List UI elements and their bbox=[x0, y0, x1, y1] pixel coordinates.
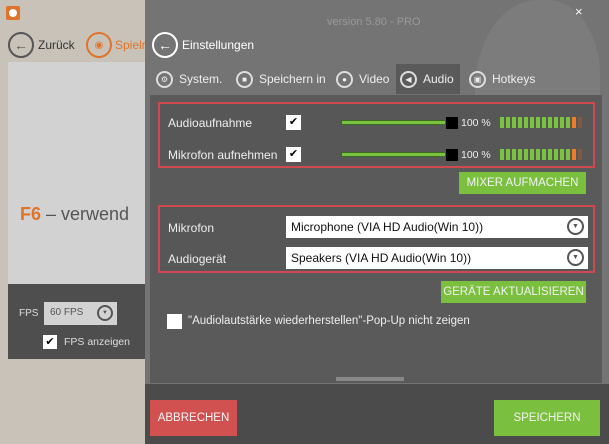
hint-panel: F6 – verwend bbox=[8, 62, 148, 284]
audio-settings-panel: Audioaufnahme ✔ 100 % Mikrofon aufnehmen… bbox=[150, 95, 602, 383]
mixer-button[interactable]: MIXER AUFMACHEN bbox=[459, 172, 586, 194]
meter-segment bbox=[536, 117, 540, 128]
fps-show-label: FPS anzeigen bbox=[64, 336, 130, 348]
audio-volume-slider[interactable] bbox=[341, 120, 446, 125]
recording-box: Audioaufnahme ✔ 100 % Mikrofon aufnehmen… bbox=[158, 102, 595, 168]
keyboard-icon: ▣ bbox=[469, 70, 486, 88]
back-arrow-icon[interactable]: ← bbox=[8, 32, 34, 58]
audio-level-meter bbox=[500, 117, 582, 128]
tab-save-location[interactable]: ■ Speichern in bbox=[232, 64, 330, 94]
page-title: Einstellungen bbox=[182, 38, 255, 52]
audio-record-label: Audioaufnahme bbox=[168, 116, 253, 130]
meter-segment bbox=[500, 149, 504, 160]
folder-icon: ■ bbox=[236, 70, 253, 88]
cancel-button[interactable]: ABBRECHEN bbox=[150, 400, 237, 436]
audio-volume-handle[interactable] bbox=[446, 117, 458, 129]
meter-segment bbox=[530, 117, 534, 128]
refresh-devices-button[interactable]: GERÄTE AKTUALISIEREN bbox=[441, 281, 586, 303]
mic-volume-value: 100 % bbox=[461, 149, 491, 161]
popup-label: "Audiolautstärke wiederherstellen"-Pop-U… bbox=[188, 315, 470, 327]
fps-show-checkbox[interactable]: ✔ bbox=[43, 335, 57, 349]
audio-device-select[interactable]: Speakers (VIA HD Audio(Win 10)) ▼ bbox=[286, 247, 588, 269]
meter-segment bbox=[572, 117, 576, 128]
chevron-down-icon: ▼ bbox=[567, 249, 584, 266]
meter-segment bbox=[548, 149, 552, 160]
meter-segment bbox=[572, 149, 576, 160]
mic-select[interactable]: Microphone (VIA HD Audio(Win 10)) ▼ bbox=[286, 216, 588, 238]
gamepad-icon: ◉ bbox=[86, 32, 112, 58]
mic-record-label: Mikrofon aufnehmen bbox=[168, 148, 278, 162]
meter-segment bbox=[578, 149, 582, 160]
scrollbar[interactable] bbox=[336, 377, 404, 381]
meter-segment bbox=[518, 117, 522, 128]
fps-panel: FPS 60 FPS ▼ bbox=[8, 284, 148, 359]
game-tab[interactable]: Spielr bbox=[115, 38, 146, 52]
close-icon[interactable]: × bbox=[575, 4, 583, 19]
fps-select[interactable]: 60 FPS ▼ bbox=[44, 302, 117, 325]
meter-segment bbox=[518, 149, 522, 160]
back-button[interactable]: Zurück bbox=[38, 38, 75, 52]
meter-segment bbox=[500, 117, 504, 128]
meter-segment bbox=[560, 149, 564, 160]
meter-segment bbox=[542, 117, 546, 128]
record-icon: ● bbox=[336, 70, 353, 88]
audio-record-checkbox[interactable]: ✔ bbox=[286, 115, 301, 130]
speaker-icon: ◀ bbox=[400, 70, 417, 88]
meter-segment bbox=[506, 149, 510, 160]
footer-bar: ABBRECHEN SPEICHERN bbox=[145, 384, 609, 444]
audio-device-label: Audiogerät bbox=[168, 252, 227, 266]
meter-segment bbox=[560, 117, 564, 128]
meter-segment bbox=[524, 149, 528, 160]
meter-segment bbox=[542, 149, 546, 160]
meter-segment bbox=[578, 117, 582, 128]
hint-text: F6 – verwend bbox=[20, 204, 129, 225]
meter-segment bbox=[548, 117, 552, 128]
tab-hotkeys[interactable]: ▣ Hotkeys bbox=[465, 64, 539, 94]
tab-audio[interactable]: ◀ Audio bbox=[396, 64, 460, 94]
back-arrow-icon[interactable]: ← bbox=[152, 32, 178, 58]
gears-icon: ⚙ bbox=[156, 70, 173, 88]
fps-label: FPS bbox=[19, 308, 39, 319]
mic-record-checkbox[interactable]: ✔ bbox=[286, 147, 301, 162]
mic-label: Mikrofon bbox=[168, 221, 215, 235]
meter-segment bbox=[506, 117, 510, 128]
meter-segment bbox=[536, 149, 540, 160]
meter-segment bbox=[512, 149, 516, 160]
mic-volume-handle[interactable] bbox=[446, 149, 458, 161]
meter-segment bbox=[524, 117, 528, 128]
popup-checkbox[interactable] bbox=[167, 314, 182, 329]
hint-desc: – verwend bbox=[41, 204, 130, 224]
tab-video[interactable]: ● Video bbox=[332, 64, 393, 94]
meter-segment bbox=[512, 117, 516, 128]
meter-segment bbox=[566, 117, 570, 128]
version-label: version 5.80 - PRO bbox=[327, 16, 421, 28]
meter-segment bbox=[530, 149, 534, 160]
mic-volume-slider[interactable] bbox=[341, 152, 446, 157]
meter-segment bbox=[554, 149, 558, 160]
save-button[interactable]: SPEICHERN bbox=[494, 400, 600, 436]
audio-volume-value: 100 % bbox=[461, 117, 491, 129]
meter-segment bbox=[554, 117, 558, 128]
chevron-down-icon: ▼ bbox=[567, 218, 584, 235]
tab-system[interactable]: ⚙ System. bbox=[152, 64, 226, 94]
mic-level-meter bbox=[500, 149, 582, 160]
app-logo-icon bbox=[6, 6, 20, 20]
chevron-down-icon: ▼ bbox=[97, 305, 113, 321]
hint-key: F6 bbox=[20, 204, 42, 224]
devices-box: Mikrofon Microphone (VIA HD Audio(Win 10… bbox=[158, 205, 595, 273]
meter-segment bbox=[566, 149, 570, 160]
